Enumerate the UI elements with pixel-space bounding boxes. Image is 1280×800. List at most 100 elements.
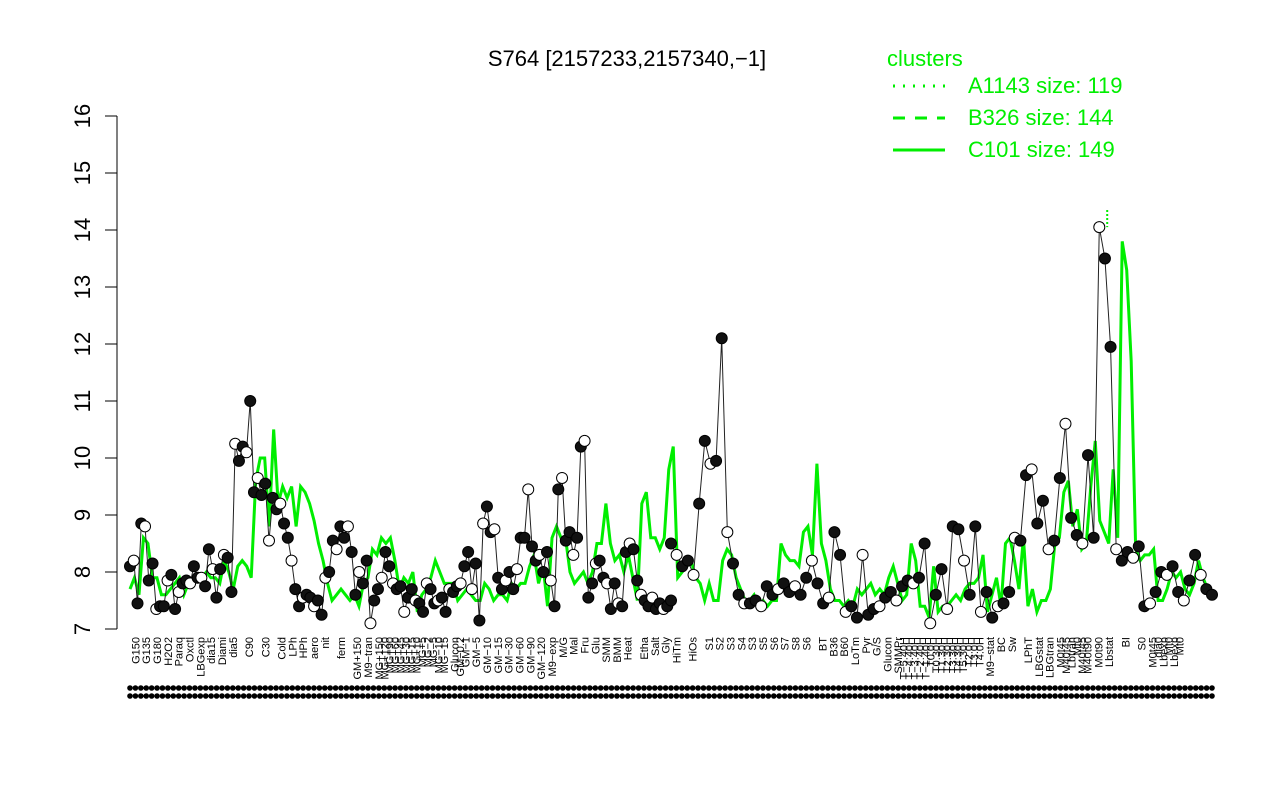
x-marker-top: [419, 685, 425, 691]
data-point: [760, 580, 773, 593]
x-tick-label: S0: [1137, 637, 1149, 650]
x-tick-label: Mt0: [1175, 637, 1187, 655]
data-point: [693, 497, 706, 510]
data-point: [131, 597, 144, 610]
data-point: [929, 588, 942, 601]
x-marker-top: [235, 685, 241, 691]
x-marker-bottom: [668, 693, 674, 699]
data-point: [473, 614, 486, 627]
data-point: [1127, 551, 1140, 564]
x-marker-bottom: [257, 693, 263, 699]
x-marker-top: [381, 685, 388, 691]
x-tick-label: Glucon: [450, 637, 462, 672]
x-marker-bottom: [960, 693, 966, 699]
x-marker-top: [1073, 685, 1080, 691]
x-marker-top: [424, 685, 431, 691]
x-marker-bottom: [965, 693, 972, 699]
data-point: [281, 531, 294, 544]
data-point: [1003, 585, 1016, 598]
data-point: [715, 332, 728, 345]
x-tick-label: MG+15: [406, 637, 418, 673]
x-marker-top: [186, 685, 193, 691]
data-point: [315, 608, 328, 621]
x-marker-top: [776, 685, 782, 691]
x-marker-bottom: [181, 693, 187, 699]
x-marker-top: [954, 685, 961, 691]
x-marker-top: [603, 685, 609, 691]
data-point: [1014, 534, 1027, 547]
data-point: [1104, 340, 1117, 353]
data-point: [383, 560, 396, 573]
x-marker-top: [1209, 685, 1215, 691]
data-point: [214, 563, 227, 576]
x-marker-top: [1187, 685, 1194, 691]
x-tick-label: GM+150: [352, 637, 364, 680]
data-point: [845, 600, 858, 613]
x-marker-bottom: [154, 693, 160, 699]
data-point: [850, 611, 863, 624]
data-point: [958, 554, 971, 567]
x-marker-bottom: [938, 693, 945, 699]
x-marker-top: [532, 685, 539, 691]
y-tick-label: 16: [70, 104, 95, 128]
data-point: [353, 566, 366, 578]
x-marker-top: [332, 685, 339, 691]
y-tick-label: 13: [70, 275, 95, 299]
x-marker-top: [1052, 685, 1058, 691]
data-point: [518, 531, 531, 544]
x-marker-bottom: [300, 693, 306, 699]
data-point: [278, 517, 291, 530]
x-marker-top: [224, 685, 231, 691]
x-marker-top: [273, 685, 279, 691]
x-marker-top: [808, 685, 815, 691]
x-marker-bottom: [262, 693, 269, 699]
data-point: [918, 537, 931, 550]
x-marker-top: [170, 685, 177, 691]
data-point: [1189, 548, 1202, 561]
x-marker-top: [1182, 685, 1188, 691]
x-marker-top: [614, 685, 620, 691]
x-marker-bottom: [976, 693, 983, 699]
data-point: [480, 500, 493, 513]
data-point: [424, 583, 437, 596]
x-marker-bottom: [922, 693, 929, 699]
x-marker-top: [1106, 685, 1113, 691]
data-point: [225, 585, 238, 598]
data-point: [856, 548, 869, 561]
x-marker-top: [219, 685, 225, 691]
x-marker-top: [597, 685, 604, 691]
x-marker-bottom: [273, 693, 279, 699]
data-point: [593, 554, 606, 567]
data-point: [986, 611, 999, 624]
x-marker-bottom: [192, 693, 198, 699]
data-point: [586, 577, 599, 590]
x-axis: G150G135G180H2O2ParaqOxctlLBGexpdia15Dia…: [127, 636, 1215, 699]
data-point: [525, 540, 538, 553]
x-marker-top: [165, 685, 171, 691]
data-point: [477, 517, 490, 530]
x-marker-bottom: [1030, 693, 1037, 699]
x-marker-bottom: [538, 693, 544, 699]
x-marker-bottom: [1138, 693, 1145, 699]
x-marker-bottom: [170, 693, 177, 699]
x-marker-bottom: [543, 693, 550, 699]
data-point: [912, 571, 925, 584]
x-marker-top: [711, 685, 718, 691]
x-marker-bottom: [841, 693, 847, 699]
x-marker-bottom: [397, 693, 404, 699]
x-tick-label: M9−tran: [363, 637, 375, 678]
x-tick-label: G/S: [872, 637, 884, 656]
x-marker-top: [917, 685, 923, 691]
x-tick-label: nit: [320, 637, 332, 649]
x-marker-bottom: [1046, 693, 1053, 699]
x-marker-top: [754, 685, 761, 691]
data-point: [289, 583, 302, 596]
x-marker-bottom: [825, 693, 831, 699]
x-tick-label: GM−1: [460, 637, 472, 667]
data-point: [567, 548, 580, 561]
x-marker-bottom: [576, 693, 582, 699]
data-point: [379, 546, 392, 559]
data-point: [157, 600, 170, 613]
x-marker-bottom: [587, 693, 593, 699]
x-tick-label: dia0: [1153, 637, 1165, 658]
